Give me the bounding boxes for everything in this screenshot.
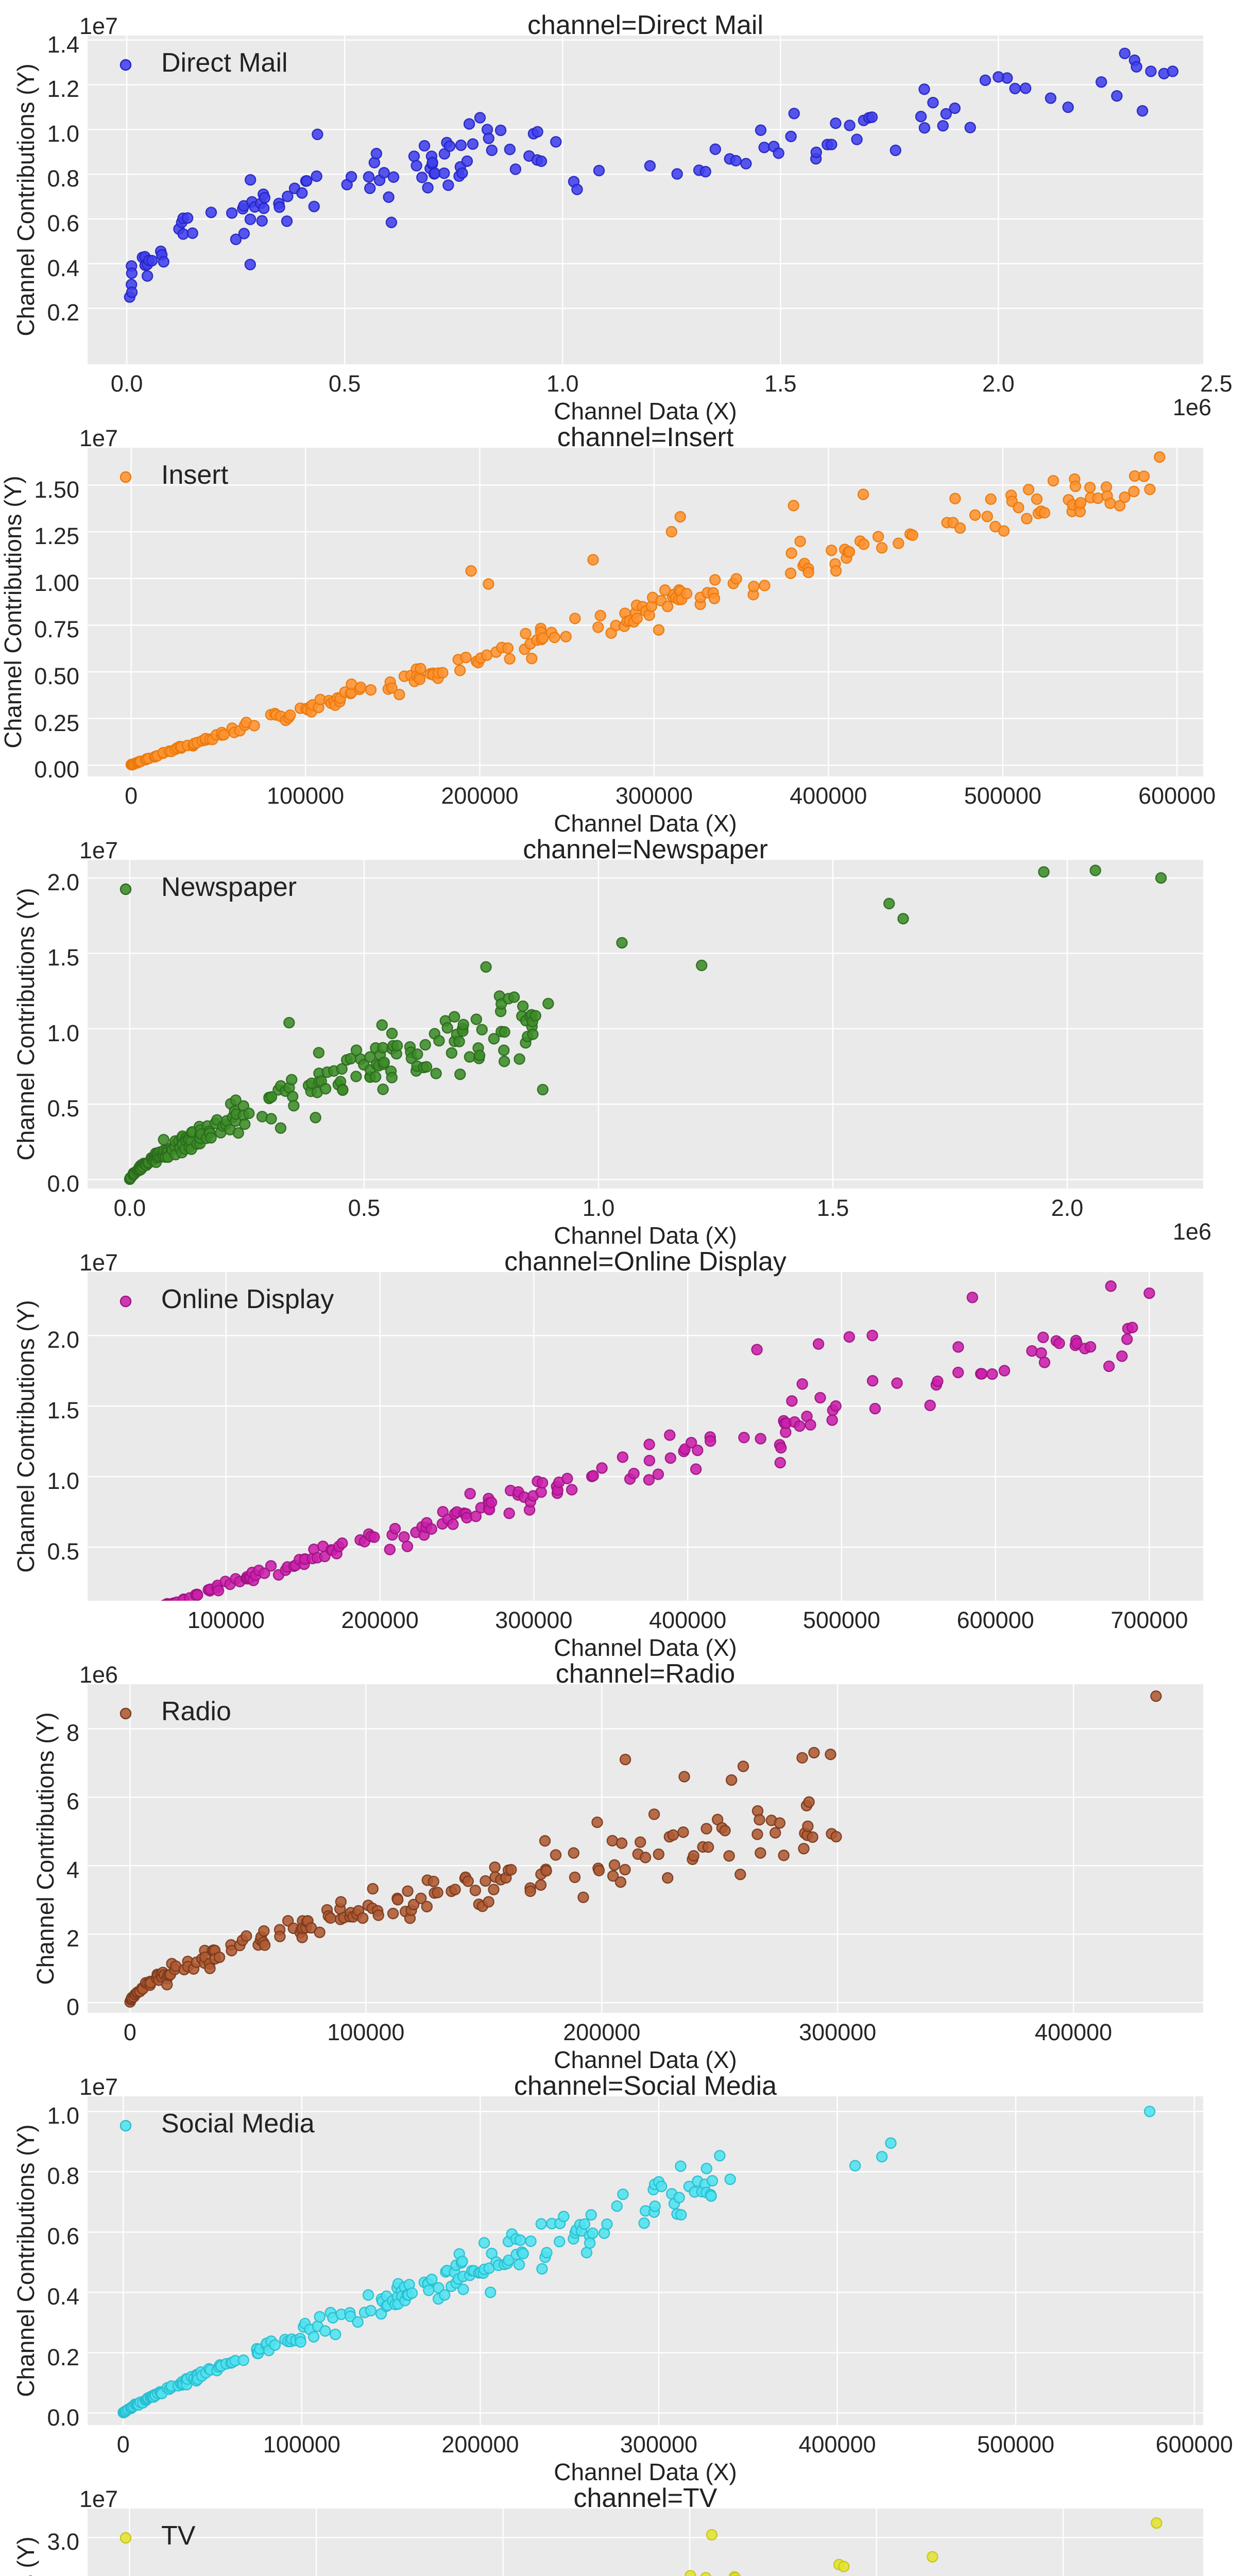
svg-text:Channel Contributions (Y): Channel Contributions (Y) — [0, 476, 27, 748]
svg-text:Channel Contributions (Y): Channel Contributions (Y) — [13, 888, 40, 1160]
svg-text:Channel Contributions (Y): Channel Contributions (Y) — [32, 1712, 59, 1985]
svg-text:Channel Contributions (Y): Channel Contributions (Y) — [13, 2124, 40, 2397]
svg-text:Channel Contributions (Y): Channel Contributions (Y) — [13, 2536, 40, 2576]
svg-text:Channel Contributions (Y): Channel Contributions (Y) — [13, 63, 40, 336]
svg-text:Channel Contributions (Y): Channel Contributions (Y) — [13, 1300, 40, 1572]
